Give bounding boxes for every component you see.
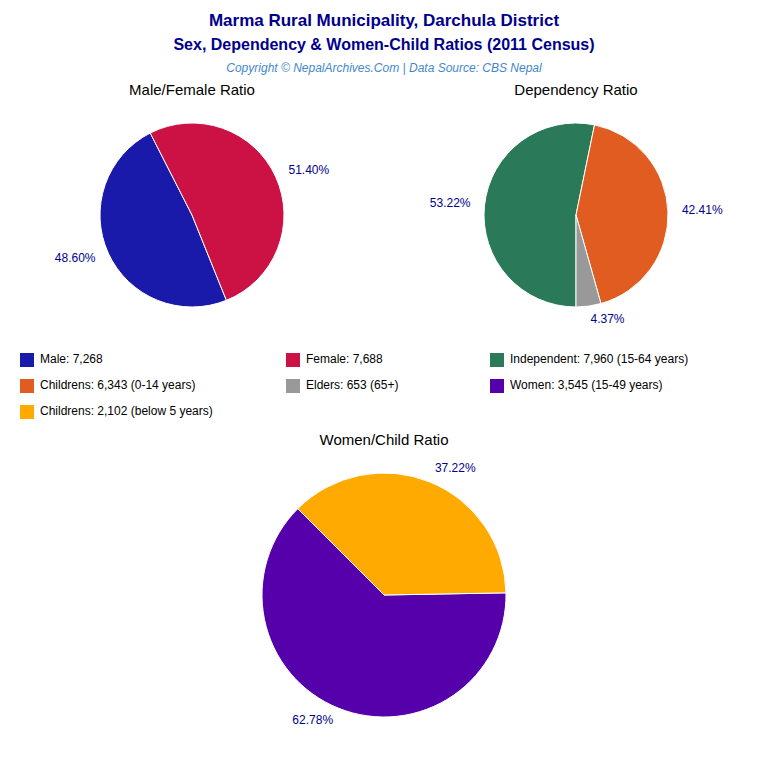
pie-slice (150, 123, 284, 300)
legend-label: Elders: 653 (65+) (306, 378, 398, 392)
data-label: 42.41% (682, 203, 723, 217)
slices (484, 123, 668, 307)
legend: Male: 7,268 Female: 7,688 Independent: 7,9… (20, 352, 688, 419)
legend-item: Childrens: 2,102 (below 5 years) (20, 404, 213, 419)
legend-label: Male: 7,268 (40, 352, 103, 366)
legend-swatch (286, 353, 300, 367)
pie-title: Dependency Ratio (514, 81, 637, 98)
legend-item: Independent: 7,960 (15-64 years) (490, 352, 688, 367)
legend-item: Elders: 653 (65+) (286, 378, 398, 393)
data-label: 53.22% (430, 196, 471, 210)
data-label: 51.40% (288, 163, 329, 177)
chart-root: Marma Rural Municipality, Darchula Distr… (0, 0, 768, 768)
pie-slice (576, 215, 601, 307)
legend-label: Childrens: 2,102 (below 5 years) (40, 404, 213, 418)
legend-item: Childrens: 6,343 (0-14 years) (20, 378, 195, 393)
pie-chart: Women/Child Ratio 62.78% 37.22% (262, 431, 506, 727)
legend-swatch (286, 379, 300, 393)
legend-label: Childrens: 6,343 (0-14 years) (40, 378, 195, 392)
data-label: 4.37% (591, 312, 625, 326)
data-label: 48.60% (55, 251, 96, 265)
pie-chart: Male/Female Ratio 48.60% 51.40% (55, 81, 330, 307)
annotation: Copyright © NepalArchives.Com | Data Sou… (226, 61, 542, 75)
legend-swatch (20, 405, 34, 419)
slices (262, 473, 506, 717)
legend-swatch (490, 353, 504, 367)
title: Marma Rural Municipality, Darchula Distr… (209, 11, 559, 30)
data-label: 62.78% (292, 713, 333, 727)
legend-label: Independent: 7,960 (15-64 years) (510, 352, 688, 366)
legend-label: Women: 3,545 (15-49 years) (510, 378, 663, 392)
pie-chart: Dependency Ratio 53.22% 42.41% 4.37% (430, 81, 723, 326)
legend-swatch (20, 379, 34, 393)
legend-item: Women: 3,545 (15-49 years) (490, 378, 663, 393)
data-label: 37.22% (435, 461, 476, 475)
legend-swatch (20, 353, 34, 367)
pie-title: Male/Female Ratio (129, 81, 255, 98)
slices (100, 123, 284, 307)
legend-item: Male: 7,268 (20, 352, 103, 367)
subtitle: Sex, Dependency & Women-Child Ratios (20… (173, 36, 594, 53)
pie-title: Women/Child Ratio (320, 431, 449, 448)
legend-swatch (490, 379, 504, 393)
legend-label: Female: 7,688 (306, 352, 383, 366)
legend-item: Female: 7,688 (286, 352, 383, 367)
pie-slice (298, 473, 506, 595)
